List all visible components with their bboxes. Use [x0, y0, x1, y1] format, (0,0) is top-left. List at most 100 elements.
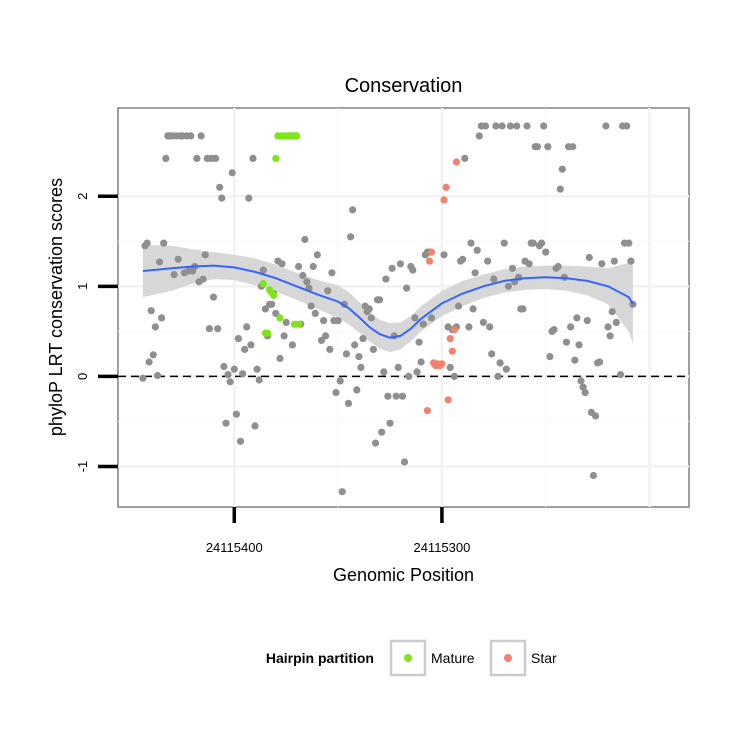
point-other — [342, 350, 350, 358]
point-other — [268, 300, 276, 308]
point-other — [359, 335, 367, 343]
point-other — [220, 362, 228, 371]
point-other — [322, 332, 330, 340]
point-other — [400, 458, 409, 466]
point-other — [139, 374, 147, 382]
point-other — [498, 122, 506, 130]
point-other — [529, 239, 537, 247]
point-other — [602, 122, 610, 130]
point-other — [367, 314, 375, 322]
point-mature — [263, 329, 272, 337]
point-other — [197, 132, 205, 140]
point-other — [365, 305, 373, 313]
point-star — [440, 196, 448, 204]
point-other — [155, 258, 164, 266]
point-other — [388, 264, 396, 272]
point-other — [145, 358, 153, 366]
point-other — [525, 260, 533, 268]
point-other — [481, 122, 490, 130]
point-other — [392, 392, 400, 400]
point-other — [440, 251, 448, 259]
point-other — [143, 239, 151, 247]
point-other — [384, 392, 392, 400]
point-other — [253, 365, 261, 373]
point-other — [415, 338, 423, 346]
point-mature — [293, 132, 301, 140]
point-other — [450, 372, 458, 380]
point-other — [355, 353, 363, 361]
point-other — [251, 422, 259, 430]
point-other — [307, 302, 315, 310]
point-other — [538, 239, 546, 247]
point-other — [550, 326, 558, 334]
point-other — [243, 323, 251, 331]
point-other — [280, 332, 288, 340]
point-other — [236, 437, 245, 445]
y-axis-label: phyloP LRT conservation scores — [46, 178, 66, 436]
legend-label-star: Star — [531, 650, 557, 666]
y-tick-label: -1 — [75, 461, 90, 473]
point-other — [338, 488, 346, 496]
point-mature — [276, 314, 284, 322]
point-other — [612, 318, 620, 326]
point-other — [234, 335, 242, 343]
point-other — [386, 419, 394, 427]
point-other — [542, 248, 550, 256]
point-other — [625, 239, 633, 247]
point-star — [446, 335, 454, 343]
point-other — [556, 185, 564, 193]
point-other — [174, 255, 182, 263]
point-other — [567, 323, 575, 331]
point-star — [423, 407, 431, 415]
point-star — [444, 396, 452, 404]
point-other — [506, 122, 514, 130]
point-other — [469, 305, 477, 313]
point-star — [442, 183, 450, 191]
point-other — [606, 332, 614, 340]
point-other — [278, 260, 286, 268]
point-other — [417, 358, 425, 366]
point-other — [479, 318, 487, 326]
point-other — [201, 251, 209, 259]
point-other — [212, 154, 220, 162]
point-other — [147, 307, 155, 315]
point-star — [452, 158, 460, 166]
point-other — [608, 308, 616, 316]
point-other — [334, 317, 342, 325]
point-other — [170, 271, 178, 279]
point-other — [473, 246, 481, 254]
point-other — [282, 318, 290, 326]
point-other — [261, 305, 269, 313]
point-mature — [259, 280, 267, 288]
plot-panel — [117, 107, 690, 508]
point-other — [218, 194, 226, 202]
point-other — [419, 320, 427, 328]
legend-marker-mature — [404, 654, 412, 662]
point-other — [222, 419, 230, 427]
point-other — [454, 302, 463, 310]
point-other — [465, 323, 473, 331]
point-other — [573, 314, 581, 322]
point-other — [596, 358, 604, 366]
point-star — [438, 360, 446, 368]
point-mature — [295, 320, 303, 328]
point-other — [486, 323, 494, 331]
point-other — [398, 392, 407, 400]
point-other — [303, 278, 311, 286]
point-other — [585, 253, 593, 262]
smooth-line — [142, 264, 634, 339]
point-star — [448, 347, 456, 355]
axes: 24115400 24115300 -1 0 1 2 — [75, 193, 470, 555]
point-other — [571, 356, 579, 364]
y-tick-label: 1 — [75, 283, 90, 290]
x-tick-label: 24115400 — [206, 540, 263, 555]
point-other — [349, 206, 357, 214]
point-other — [187, 132, 195, 140]
point-other — [272, 309, 280, 317]
point-other — [357, 363, 365, 371]
chart-title: Conservation — [345, 75, 463, 97]
point-other — [247, 341, 255, 349]
point-other — [299, 271, 307, 280]
point-other — [490, 275, 498, 283]
